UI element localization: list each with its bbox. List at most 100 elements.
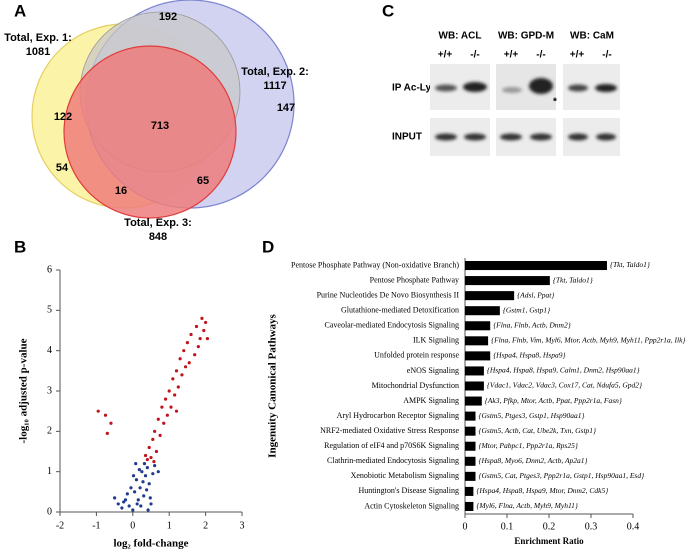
point [196,345,200,349]
point [174,409,179,413]
panel-label: C [382,1,394,20]
point [142,494,146,498]
point [193,353,197,357]
band-marker: * [553,97,557,108]
bar [465,276,550,286]
category-label: Caveolar-mediated Endocytosis Signaling [325,321,459,330]
point [145,466,149,470]
point [156,417,160,421]
x-axis-label: log₂ fold-change [113,538,188,550]
point [136,498,140,502]
bar-annotation: {Mtor, Pabpc1, Ppp2r1a, Rps25} [479,441,578,450]
panel-label: D [262,237,274,256]
bar [465,366,484,376]
row-label: INPUT [392,132,422,143]
point [145,457,149,462]
region-count: 192 [159,11,177,23]
x-tick-label: 0.4 [627,521,640,532]
bar [465,291,515,301]
set-total: 1081 [26,46,50,58]
bar [465,411,476,421]
bar-annotation: {Hspa4, Hspa8, Hspa9, Mtor, Dnm2, Cdk5} [476,486,608,495]
x-tick-label: 1 [167,520,172,531]
bar-annotation: {Gstm5, Ptges3, Gstp1, Hsp90aa1} [479,411,585,420]
y-tick-label: 0 [47,506,52,517]
point [173,393,177,397]
point [127,504,131,508]
point [187,361,191,365]
bar-annotation: {Tkt, Taldo1} [610,260,650,269]
bar [465,471,476,481]
x-tick-label: 0.1 [501,521,514,532]
point [120,506,124,510]
category-label: eNOS Signaling [407,366,459,375]
point [139,504,143,508]
point [143,453,148,458]
category-label: Pentose Phosphate Pathway [370,275,459,284]
point [129,486,133,490]
point [152,459,156,464]
point [122,500,126,504]
category-label: Unfolded protein response [374,351,459,360]
category-label: Regulation of eIF4 and p70S6K Signaling [324,441,459,450]
bar [465,501,474,511]
point [204,320,208,325]
point [116,502,120,506]
set-total: 1117 [263,80,286,92]
point [165,413,169,417]
bar [465,456,476,466]
panel-label: A [14,1,26,20]
set-circle [63,45,237,219]
western-blot: WB: ACL WB: GPD-M WB: CaM +/+ -/- +/+ -/… [392,31,620,156]
region-count: 54 [56,162,69,174]
genotype: -/- [470,50,479,61]
point [176,385,180,389]
point [146,508,150,512]
point [200,316,204,320]
bar-annotation: {Tkt, Taldo1} [553,275,593,284]
genotype: +/+ [570,50,585,61]
point [145,488,149,492]
point [147,482,151,486]
category-label: ILK Signaling [413,336,459,345]
point [96,409,100,413]
point [133,490,137,494]
point [158,433,162,437]
point [131,508,135,512]
bar-annotation: {Vdac1, Vdac2, Vdac3, Cox17, Cat, Ndufa5… [487,381,642,390]
point [140,470,144,474]
point [103,413,108,417]
point [198,336,202,341]
point [125,492,129,496]
category-label: Purine Nucleotides De Novo Biosynthesis … [317,290,460,299]
point [153,429,157,433]
region-count: 65 [197,175,209,187]
bar-annotation: {Ak3, Pfkp, Mtor, Actb, Ppat, Ppp2r1a, F… [485,396,622,405]
x-tick-label: 0 [130,520,135,531]
point [137,468,141,472]
region-count: 122 [54,111,72,123]
point [149,502,153,506]
venn: Total, Exp. 1: 1081 Total, Exp. 2: 1117 … [4,0,309,243]
row-label: IP Ac-Lys [392,83,437,94]
point [189,332,193,337]
blot-header: WB: GPD-M [498,31,554,42]
point [160,405,164,409]
y-tick-label: 1 [47,466,52,477]
y-axis-label: -log₁₀ adjusted p-value [18,338,30,443]
point [169,405,173,409]
bar-annotation: {Hspa4, Hspa8, Hspa9} [493,351,565,360]
panel-label: B [14,237,26,256]
point [183,365,188,369]
bar [465,381,484,391]
x-tick-label: -1 [92,520,100,531]
category-label: Actin Cytoskeleton Signaling [364,501,459,510]
x-axis-label: Enrichment Ratio [514,536,584,546]
point [205,336,210,341]
point [151,472,155,476]
point [131,474,136,478]
point [171,377,175,381]
x-tick-label: -2 [56,520,64,531]
set-total: 848 [149,231,167,243]
bar-annotation: {Myl6, Flna, Actb, Myh9, Myh11} [476,501,578,510]
